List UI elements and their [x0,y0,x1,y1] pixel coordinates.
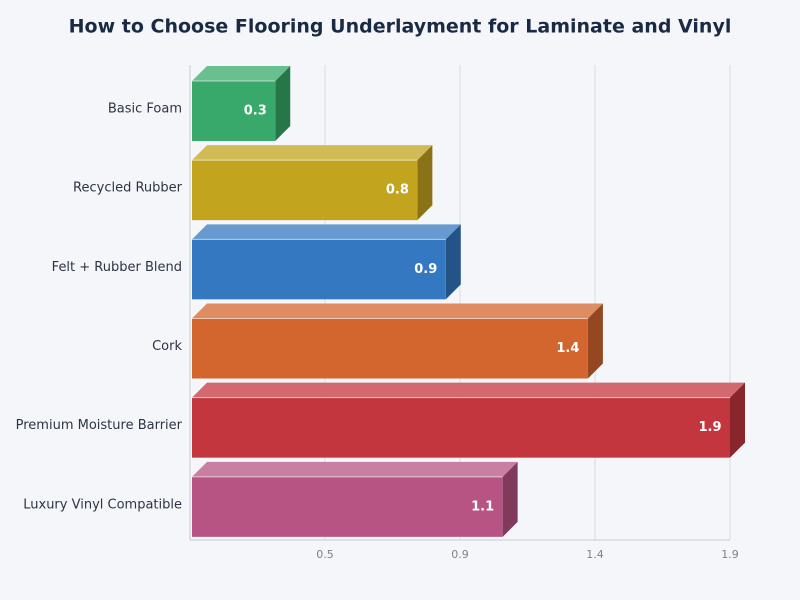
bar-side [587,303,603,379]
y-tick-label: Felt + Rubber Blend [52,260,182,275]
value-label: 1.1 [471,499,494,514]
bar [192,239,446,300]
y-tick-label: Recycled Rubber [73,181,183,196]
bar-side [417,145,433,221]
value-label: 1.9 [698,420,721,435]
y-tick-label: Premium Moisture Barrier [16,418,183,433]
value-label: 0.9 [414,262,437,277]
value-label: 1.4 [556,341,579,356]
bar-side [275,66,291,141]
bar-top [192,303,603,319]
value-label: 0.8 [386,183,409,198]
x-tick-label: 0.9 [451,548,469,561]
bar [192,476,503,537]
x-tick-label: 1.9 [721,548,739,561]
bar-side [730,382,745,458]
bar-top [192,145,433,161]
chart-title: How to Choose Flooring Underlayment for … [69,16,732,38]
x-tick-label: 1.4 [586,548,604,561]
y-tick-label: Luxury Vinyl Compatible [23,497,182,512]
y-tick-label: Basic Foam [108,102,182,117]
bar-side [445,224,461,300]
bar-side [502,461,518,537]
bar [192,318,588,379]
bar-top [192,224,461,240]
bar-top [192,66,291,81]
y-tick-label: Cork [152,339,182,354]
bar-top [192,461,518,477]
bar [192,397,730,458]
bar [192,160,418,221]
value-label: 0.3 [244,104,267,119]
bar-top [192,382,745,398]
x-tick-label: 0.5 [316,548,334,561]
bar [192,81,276,141]
